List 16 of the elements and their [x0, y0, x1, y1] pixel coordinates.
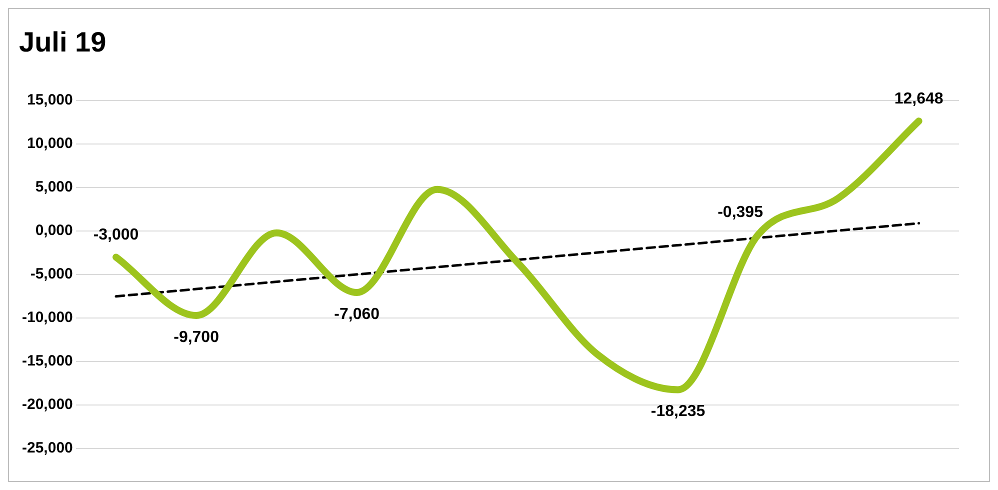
- y-tick-label: -10,000: [22, 309, 73, 326]
- y-tick-label: -15,000: [22, 352, 73, 370]
- data-label: -9,700: [174, 328, 220, 346]
- y-tick-label: 10,000: [26, 135, 73, 152]
- y-tick-label: -25,000: [22, 440, 73, 457]
- data-label: -7,060: [334, 306, 380, 323]
- data-label: -3,000: [93, 226, 139, 244]
- data-label: -0,395: [718, 204, 764, 221]
- data-label: 12,648: [894, 90, 944, 108]
- y-tick-label: -20,000: [22, 396, 73, 414]
- y-tick-label: 15,000: [26, 92, 73, 109]
- y-tick-label: 5,000: [35, 178, 73, 196]
- data-label: -18,235: [650, 403, 706, 420]
- chart-title: Juli 19: [19, 26, 106, 58]
- y-tick-label: -5,000: [30, 266, 73, 283]
- y-tick-label: 0,000: [35, 222, 73, 240]
